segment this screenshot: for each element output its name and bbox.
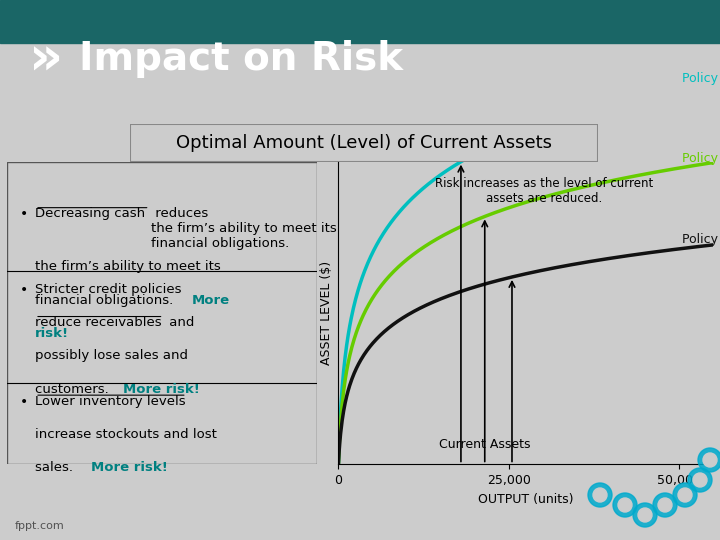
- Text: Stricter credit policies: Stricter credit policies: [35, 283, 181, 296]
- Text: Policy B: Policy B: [682, 152, 720, 165]
- Y-axis label: ASSET LEVEL ($): ASSET LEVEL ($): [320, 261, 333, 365]
- Circle shape: [658, 498, 672, 512]
- Text: financial obligations.: financial obligations.: [35, 294, 182, 307]
- Text: reduce receivables: reduce receivables: [35, 316, 162, 329]
- Bar: [0, 0, 720, 43]
- Circle shape: [703, 453, 717, 467]
- Text: customers.: customers.: [35, 383, 117, 396]
- Text: •: •: [19, 207, 32, 221]
- Circle shape: [678, 488, 692, 502]
- Text: More risk!: More risk!: [91, 461, 168, 474]
- Circle shape: [653, 493, 677, 517]
- Text: possibly lose sales and: possibly lose sales and: [35, 349, 188, 362]
- Circle shape: [638, 508, 652, 522]
- Text: •: •: [19, 283, 32, 297]
- Circle shape: [698, 448, 720, 472]
- Text: Policy C: Policy C: [682, 233, 720, 246]
- Text: •: •: [19, 395, 32, 409]
- Text: fppt.com: fppt.com: [14, 521, 64, 531]
- X-axis label: OUTPUT (units): OUTPUT (units): [478, 492, 573, 505]
- Text: and: and: [165, 316, 194, 329]
- Circle shape: [613, 493, 637, 517]
- Text: Risk increases as the level of current
assets are reduced.: Risk increases as the level of current a…: [435, 177, 654, 205]
- Text: More: More: [192, 294, 230, 307]
- Circle shape: [688, 468, 712, 492]
- Text: Current Assets: Current Assets: [439, 438, 531, 451]
- Text: Impact on Risk: Impact on Risk: [79, 40, 403, 78]
- Text: risk!: risk!: [35, 327, 69, 340]
- Text: the firm’s ability to meet its: the firm’s ability to meet its: [35, 260, 221, 273]
- Circle shape: [673, 483, 697, 507]
- Circle shape: [593, 488, 607, 502]
- Circle shape: [693, 473, 707, 487]
- Text: Decreasing cash: Decreasing cash: [35, 207, 145, 220]
- Text: increase stockouts and lost: increase stockouts and lost: [35, 428, 217, 441]
- Text: Policy A: Policy A: [682, 72, 720, 85]
- Circle shape: [618, 498, 632, 512]
- Text: »: »: [29, 33, 63, 85]
- Circle shape: [633, 503, 657, 527]
- Circle shape: [588, 483, 612, 507]
- Text: sales.: sales.: [35, 461, 81, 474]
- Text: Optimal Amount (Level) of Current Assets: Optimal Amount (Level) of Current Assets: [176, 134, 552, 152]
- Text: Lower inventory levels: Lower inventory levels: [35, 395, 186, 408]
- Text: More risk!: More risk!: [123, 383, 200, 396]
- Text: reduces
the firm’s ability to meet its
financial obligations.: reduces the firm’s ability to meet its f…: [151, 207, 337, 251]
